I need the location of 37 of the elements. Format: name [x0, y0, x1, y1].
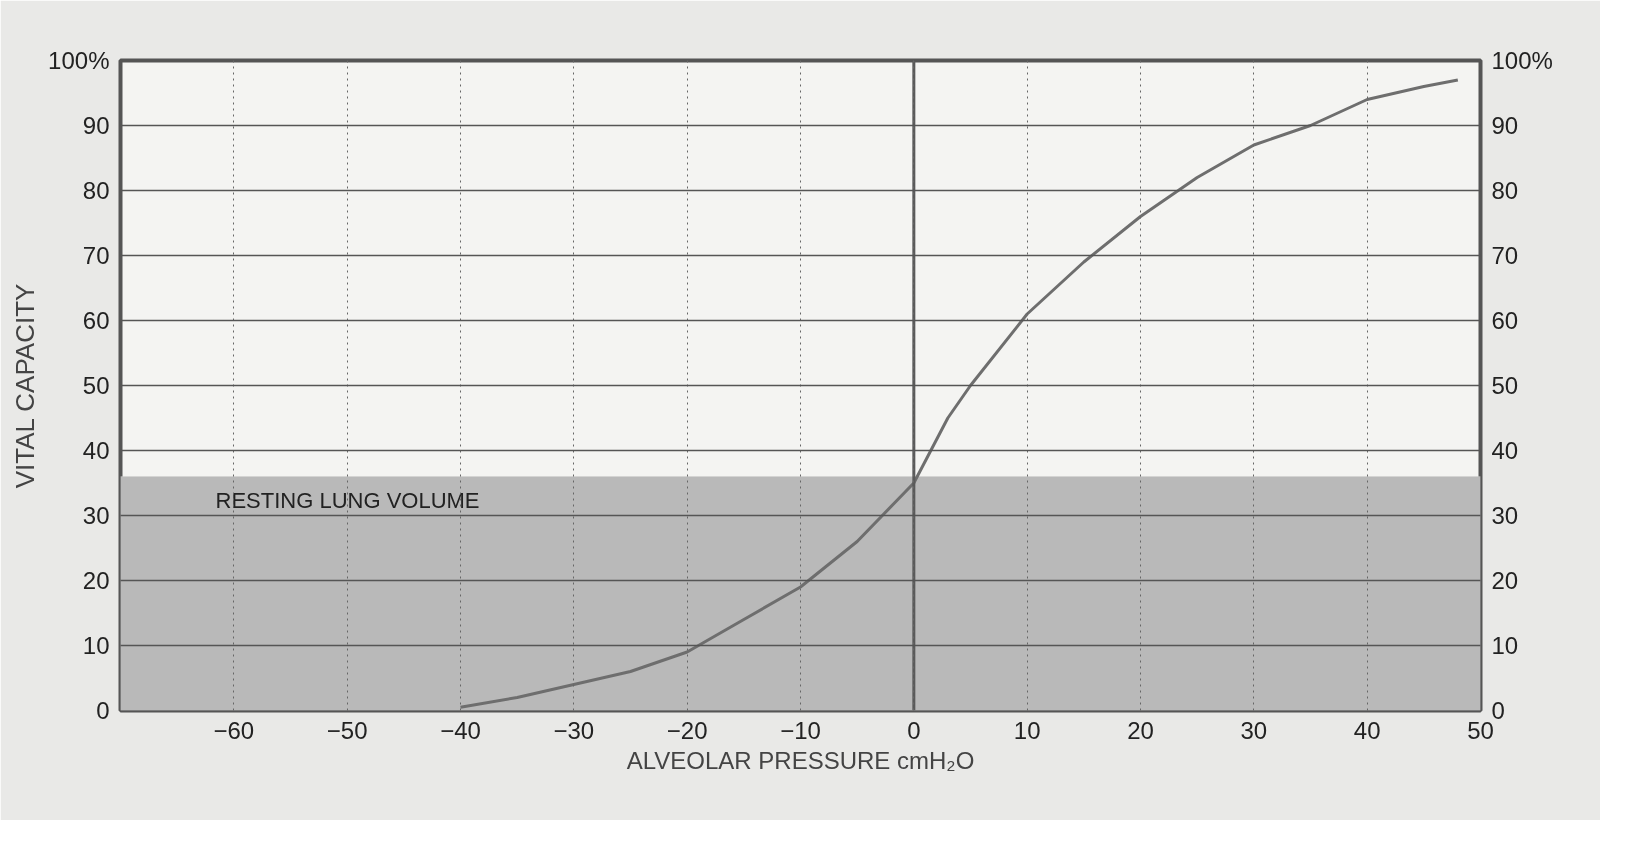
- x-tick-label: −20: [666, 716, 708, 744]
- y2-tick-label: 0: [1491, 697, 1505, 724]
- x-axis-title: ALVEOLAR PRESSURE cmH₂O: [626, 746, 975, 774]
- y-tick-label: 20: [82, 567, 110, 594]
- y-tick-label: 10: [82, 632, 110, 659]
- y-tick-label: 90: [82, 112, 110, 139]
- x-tick-label: 30: [1240, 716, 1268, 744]
- y-tick-label: 100%: [48, 47, 110, 74]
- y-tick-label: 30: [82, 502, 110, 529]
- y2-tick-label: 30: [1491, 502, 1519, 529]
- y-tick-label: 60: [82, 307, 110, 334]
- x-tick-label: −40: [440, 716, 481, 744]
- y-tick-label: 40: [82, 437, 110, 464]
- band-label: RESTING LUNG VOLUME: [215, 487, 480, 513]
- x-tick-label: −30: [553, 716, 595, 744]
- y-tick-label: 50: [82, 372, 110, 399]
- x-tick-label: 50: [1467, 716, 1494, 744]
- x-tick-label: −10: [780, 716, 821, 744]
- y2-tick-label: 80: [1491, 177, 1519, 204]
- y2-tick-label: 50: [1491, 372, 1519, 399]
- y2-tick-label: 10: [1491, 632, 1519, 659]
- y2-tick-label: 70: [1491, 242, 1519, 269]
- x-tick-label: 0: [907, 716, 921, 744]
- x-tick-label: −50: [326, 716, 368, 744]
- x-tick-label: 20: [1127, 716, 1154, 744]
- x-tick-label: −60: [213, 716, 255, 744]
- x-tick-label: 40: [1353, 716, 1381, 744]
- y2-tick-label: 20: [1491, 567, 1519, 594]
- x-tick-label: 10: [1013, 716, 1041, 744]
- y2-tick-label: 60: [1491, 307, 1519, 334]
- y-axis-title: VITAL CAPACITY: [10, 283, 41, 489]
- y-tick-label: 0: [96, 697, 110, 724]
- y2-tick-label: 90: [1491, 112, 1519, 139]
- y-tick-label: 70: [82, 242, 110, 269]
- y2-tick-label: 40: [1491, 437, 1519, 464]
- y-tick-label: 80: [82, 177, 110, 204]
- y2-tick-label: 100%: [1491, 47, 1553, 74]
